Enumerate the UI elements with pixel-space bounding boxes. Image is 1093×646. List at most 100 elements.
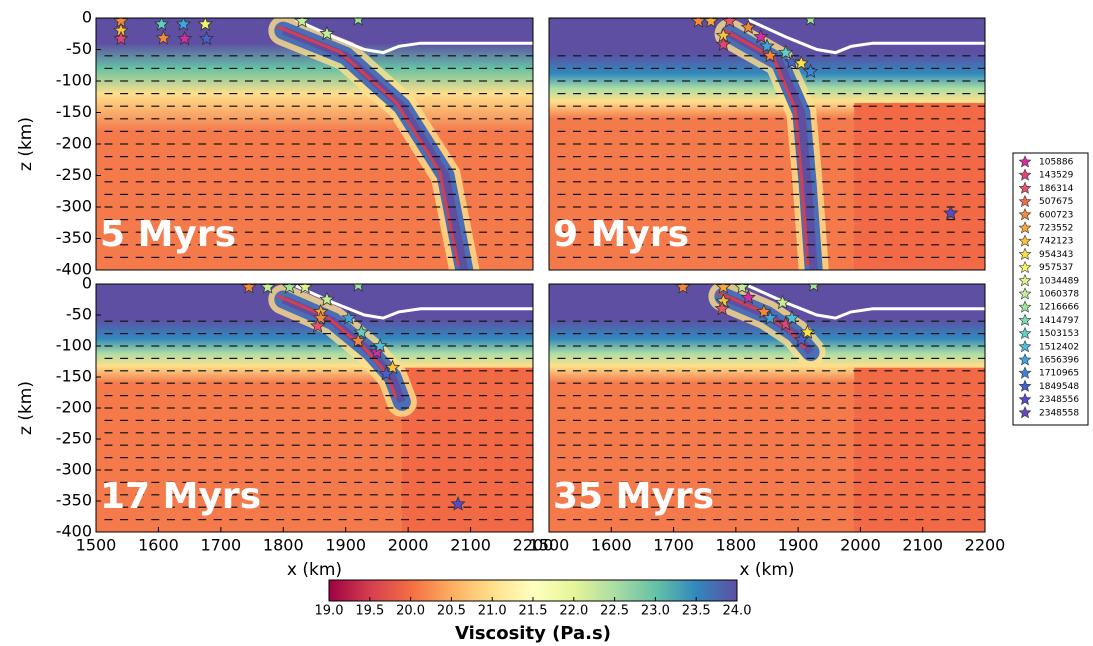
legend-star: [1018, 353, 1032, 366]
y-tick-label: -250: [56, 165, 92, 184]
x-tick-label: 1900: [778, 536, 819, 555]
legend-star: [1018, 313, 1032, 326]
legend-star: [1018, 260, 1032, 274]
particle-star: [777, 44, 794, 60]
y-axis-label: z (km): [16, 381, 36, 435]
x-tick-label: 2200: [513, 536, 554, 555]
y-tick-label: -400: [56, 522, 92, 541]
y-tick-label: -50: [66, 305, 92, 324]
panel: [96, 284, 533, 532]
y-axis-label: z (km): [16, 117, 36, 171]
x-axis-label: x (km): [739, 560, 794, 580]
legend-star: [1018, 168, 1032, 181]
x-tick-label: 1500: [76, 536, 117, 555]
panel-label: 35 Myrs: [553, 476, 714, 517]
legend-star: [1018, 194, 1032, 208]
legend-label: 1216666: [1039, 303, 1079, 313]
legend-label: 742123: [1039, 237, 1073, 247]
particle-star: [198, 30, 215, 46]
x-tick-label: 1700: [200, 536, 241, 555]
legend-label: 1656396: [1039, 356, 1079, 366]
particle-star: [762, 310, 778, 325]
particle-star: [740, 289, 757, 305]
particle-star: [197, 18, 213, 31]
frame: [548, 17, 986, 271]
particle-star: [675, 284, 691, 294]
x-tick-label: 1500: [529, 536, 570, 555]
colorbar-tick-label: 20.0: [396, 604, 425, 619]
legend-star: [1018, 300, 1032, 313]
legend-star: [1018, 181, 1032, 194]
particle-star: [351, 284, 365, 292]
legend-label: 143529: [1039, 171, 1074, 181]
x-tick-label: 1900: [325, 536, 366, 555]
colorbar-tick-label: 21.5: [519, 604, 548, 619]
particle-star: [740, 19, 757, 34]
panel-label: 17 Myrs: [100, 476, 261, 517]
surface: [295, 284, 533, 320]
particle-star: [774, 294, 791, 310]
particle-star: [802, 63, 819, 79]
slab-top: [276, 294, 398, 399]
x-tick-label: 1800: [263, 536, 304, 555]
legend-label: 1503153: [1039, 329, 1079, 339]
legend-star: [1018, 406, 1032, 419]
particle-star: [297, 284, 313, 294]
colorbar-label: Viscosity (Pa.s): [455, 623, 611, 644]
surface: [295, 18, 533, 55]
y-tick-label: -300: [56, 197, 92, 216]
particle-star: [784, 310, 800, 325]
particle-star: [799, 324, 816, 339]
particle-star: [450, 496, 466, 511]
legend-star: [1018, 234, 1032, 247]
x-tick-label: 1800: [715, 536, 756, 555]
slab-top: [722, 28, 810, 267]
legend-star: [1018, 379, 1032, 392]
legend-label: 1034489: [1039, 276, 1079, 286]
x-tick-label: 2200: [965, 536, 1006, 555]
particle-star: [341, 310, 357, 325]
legend-label: 186314: [1039, 184, 1074, 194]
legend-label: 1060378: [1039, 290, 1079, 300]
particle-star: [762, 47, 778, 63]
y-tick-label: -100: [56, 71, 92, 90]
legend-label: 1710965: [1039, 369, 1079, 379]
particle-star: [793, 331, 809, 347]
panel: [549, 284, 985, 532]
x-tick-label: 1700: [653, 536, 694, 555]
particle-star: [294, 18, 310, 28]
x-tick-label: 2100: [902, 536, 943, 555]
legend-label: 507675: [1039, 197, 1073, 207]
legend-label: 600723: [1039, 210, 1073, 220]
y-tick-label: -50: [66, 39, 92, 58]
legend-label: 954343: [1039, 250, 1073, 260]
legend-star: [1018, 392, 1032, 406]
particle-star: [807, 284, 820, 292]
y-tick-label: -250: [56, 429, 92, 448]
surface: [747, 18, 985, 55]
y-tick-label: -300: [56, 460, 92, 479]
x-tick-label: 1600: [138, 536, 179, 555]
colorbar-tick-label: 23.0: [641, 604, 670, 619]
particle-star: [784, 54, 800, 69]
legend-label: 1512402: [1039, 342, 1079, 352]
frame: [548, 283, 986, 533]
colorbar-tick-label: 20.5: [437, 604, 466, 619]
x-tick-label: 2100: [450, 536, 491, 555]
particle-star: [175, 18, 192, 31]
colorbar-tick-label: 24.0: [723, 604, 752, 619]
particle-star: [351, 18, 365, 26]
particle-star: [241, 284, 257, 294]
panel: [96, 18, 533, 270]
particle-star: [259, 284, 276, 294]
particle-star: [350, 332, 366, 348]
panel-label: 5 Myrs: [100, 214, 236, 255]
x-tick-label: 1600: [591, 536, 632, 555]
y-tick-label: -100: [56, 336, 92, 355]
legend-label: 2348556: [1039, 395, 1079, 405]
colorbar-tick-label: 21.0: [478, 604, 507, 619]
x-axis-label: x (km): [287, 560, 342, 580]
colorbar-tick-label: 22.5: [600, 604, 629, 619]
legend-label: 723552: [1039, 224, 1073, 234]
